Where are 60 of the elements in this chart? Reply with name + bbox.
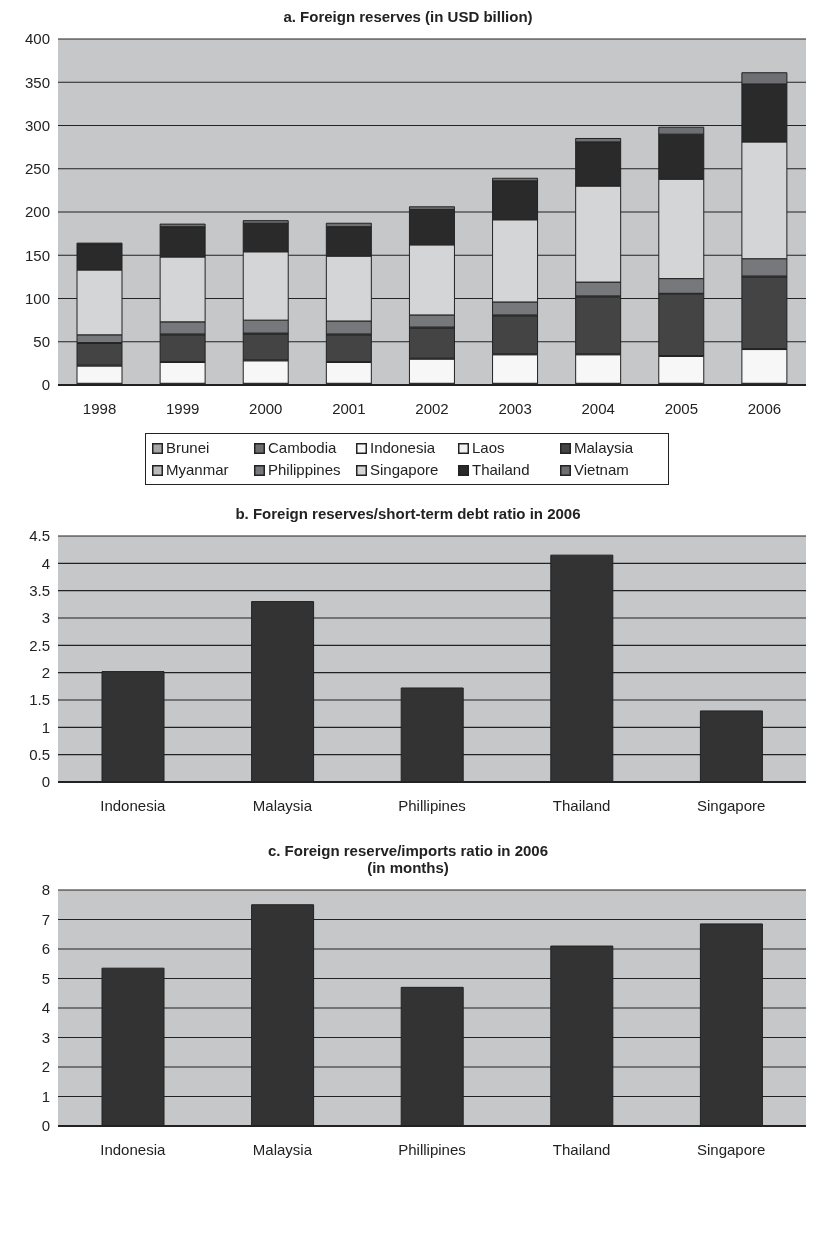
x-tick-label: Thailand <box>552 796 611 814</box>
x-tick-label: 2004 <box>581 399 615 417</box>
legend-label: Brunei <box>166 438 210 458</box>
legend-label: Myanmar <box>166 460 229 480</box>
x-tick-label: 2002 <box>415 399 449 417</box>
x-tick-label: 1998 <box>82 399 117 417</box>
y-tick-label: 8 <box>41 881 50 899</box>
y-tick-label: 1.5 <box>29 691 50 709</box>
y-tick-label: 5 <box>41 969 50 987</box>
y-tick-label: 4 <box>41 554 50 572</box>
y-tick-label: 350 <box>24 73 50 91</box>
x-tick-label: 2001 <box>332 399 366 417</box>
y-tick-label: 2 <box>41 1058 50 1076</box>
x-tick-label: Singapore <box>697 1140 766 1158</box>
legend-label: Cambodia <box>268 438 337 458</box>
y-tick-label: 0.5 <box>29 745 50 763</box>
y-tick-label: 400 <box>24 30 50 48</box>
y-tick-label: 1 <box>41 718 50 736</box>
y-tick-label: 2.5 <box>29 636 50 654</box>
x-tick-label: Thailand <box>552 1140 611 1158</box>
x-tick-label: 2000 <box>249 399 283 417</box>
y-tick-label: 1 <box>41 1087 50 1105</box>
legend-label: Indonesia <box>370 438 436 458</box>
chart-title: b. Foreign reserves/short-term debt ratio in 2006 <box>234 505 582 522</box>
y-tick-label: 200 <box>24 203 50 221</box>
y-tick-label: 0 <box>41 1117 50 1135</box>
y-tick-label: 0 <box>41 773 50 791</box>
y-tick-label: 4 <box>41 999 50 1017</box>
y-tick-label: 7 <box>41 910 50 928</box>
x-tick-label: Phillipines <box>398 1140 466 1158</box>
x-tick-label: Malaysia <box>252 1140 313 1158</box>
y-tick-label: 250 <box>24 160 50 178</box>
y-tick-label: 0 <box>41 376 50 394</box>
y-tick-label: 2 <box>41 663 50 681</box>
x-tick-label: Indonesia <box>100 796 166 814</box>
y-tick-label: 3 <box>41 1028 50 1046</box>
chart-title: c. Foreign reserve/imports ratio in 2006 (in months) <box>266 842 550 876</box>
chart-title: a. Foreign reserves (in USD billion) <box>282 8 534 25</box>
legend-label: Philippines <box>268 460 341 480</box>
y-tick-label: 4.5 <box>29 527 50 545</box>
y-tick-label: 100 <box>24 289 50 307</box>
y-tick-label: 150 <box>24 246 50 264</box>
x-tick-label: Malaysia <box>252 796 313 814</box>
x-tick-label: 2006 <box>747 399 782 417</box>
y-tick-label: 50 <box>33 333 50 351</box>
x-tick-label: Phillipines <box>398 796 466 814</box>
legend-label: Thailand <box>472 460 530 480</box>
y-tick-label: 3 <box>41 609 50 627</box>
legend-label: Vietnam <box>574 460 629 480</box>
x-tick-label: Singapore <box>697 796 766 814</box>
x-tick-label: Indonesia <box>100 1140 166 1158</box>
legend-label: Laos <box>472 438 505 458</box>
y-tick-label: 3.5 <box>29 581 50 599</box>
x-tick-label: 2005 <box>664 399 699 417</box>
y-tick-label: 6 <box>41 940 50 958</box>
legend-label: Singapore <box>370 460 439 480</box>
x-tick-label: 2003 <box>498 399 532 417</box>
y-tick-label: 300 <box>24 116 50 134</box>
x-tick-label: 1999 <box>165 399 200 417</box>
legend-label: Malaysia <box>574 438 634 458</box>
